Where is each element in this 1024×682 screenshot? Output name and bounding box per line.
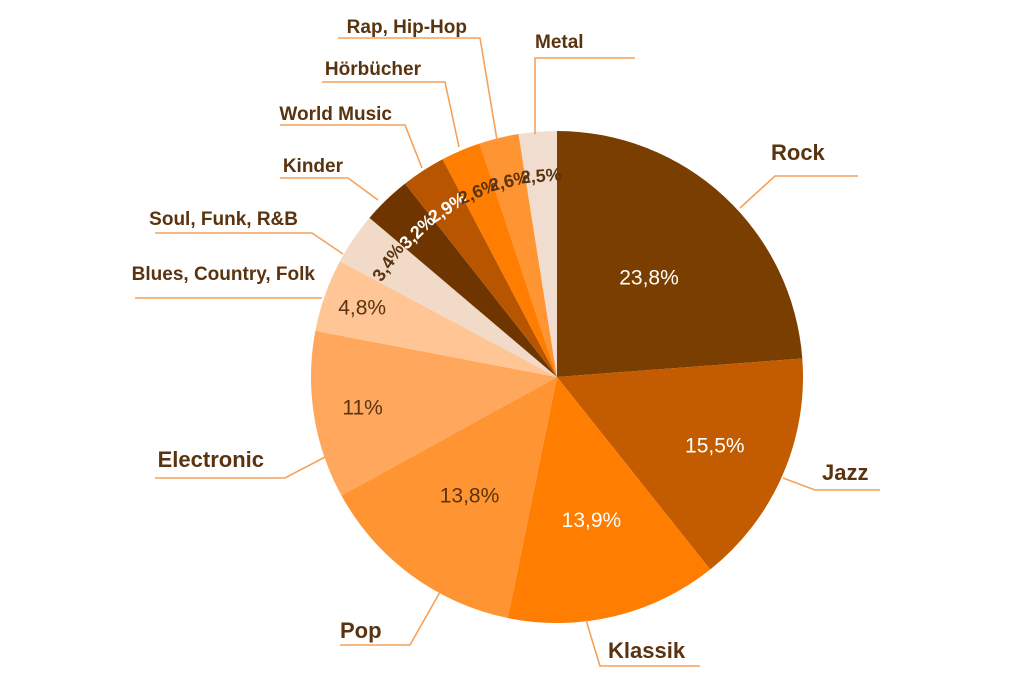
leader-line-klassik (585, 619, 700, 667)
slice-blues-country-folk (315, 261, 557, 377)
category-label-soul-funk-randb: Soul, Funk, R&B (149, 209, 298, 230)
slice-rock (557, 131, 803, 377)
category-label-metal: Metal (535, 32, 584, 53)
value-label-electronic: 11% (342, 396, 382, 419)
category-label-jazz: Jazz (822, 460, 868, 485)
leader-line-pop (340, 591, 441, 646)
slice-pop (341, 377, 557, 619)
slice-kinder (369, 183, 557, 377)
slice-rap-hip-hop (479, 134, 557, 377)
slice-klassik (507, 377, 711, 624)
value-label-pop: 13,8% (440, 484, 500, 507)
slice-world-music (405, 159, 557, 377)
category-label-pop: Pop (340, 618, 382, 643)
slice-electronic (310, 330, 557, 496)
category-label-hoerb-cher: Hörbücher (325, 59, 422, 80)
value-label-jazz: 15,5% (685, 434, 745, 457)
leader-line-world-music (280, 124, 423, 169)
leader-line-electronic (155, 456, 326, 479)
category-label-electronic: Electronic (158, 447, 264, 472)
category-label-rock: Rock (771, 140, 826, 165)
slice-metal (518, 131, 557, 377)
leader-line-kinder (280, 177, 379, 201)
leader-lines (135, 37, 880, 667)
value-label-klassik: 13,9% (562, 509, 622, 532)
slice-jazz (557, 358, 803, 570)
leader-line-rap-hip-hop (338, 37, 498, 141)
slice-hoerb-cher (442, 143, 557, 377)
value-label-rock: 23,8% (619, 266, 679, 289)
slice-soul-funk-randb (339, 217, 557, 377)
value-label-metal: 2,5% (520, 164, 562, 187)
value-label-blues-country-folk: 4,8% (338, 297, 386, 320)
leader-line-metal (534, 57, 635, 134)
leader-line-hoerb-cher (322, 81, 460, 148)
category-label-klassik: Klassik (608, 638, 686, 663)
leader-line-jazz (782, 477, 880, 491)
leader-line-soul-funk-randb (155, 232, 344, 255)
category-label-world-music: World Music (279, 104, 392, 125)
category-labels: Rock Jazz Klassik Pop Electronic Blues, Count… (132, 17, 869, 663)
category-label-kinder: Kinder (283, 156, 344, 177)
leader-line-rock (739, 175, 858, 209)
category-label-blues-country-folk: Blues, Country, Folk (132, 264, 316, 285)
category-label-rap-hip-hop: Rap, Hip-Hop (347, 17, 467, 38)
pie-slices (310, 131, 803, 624)
